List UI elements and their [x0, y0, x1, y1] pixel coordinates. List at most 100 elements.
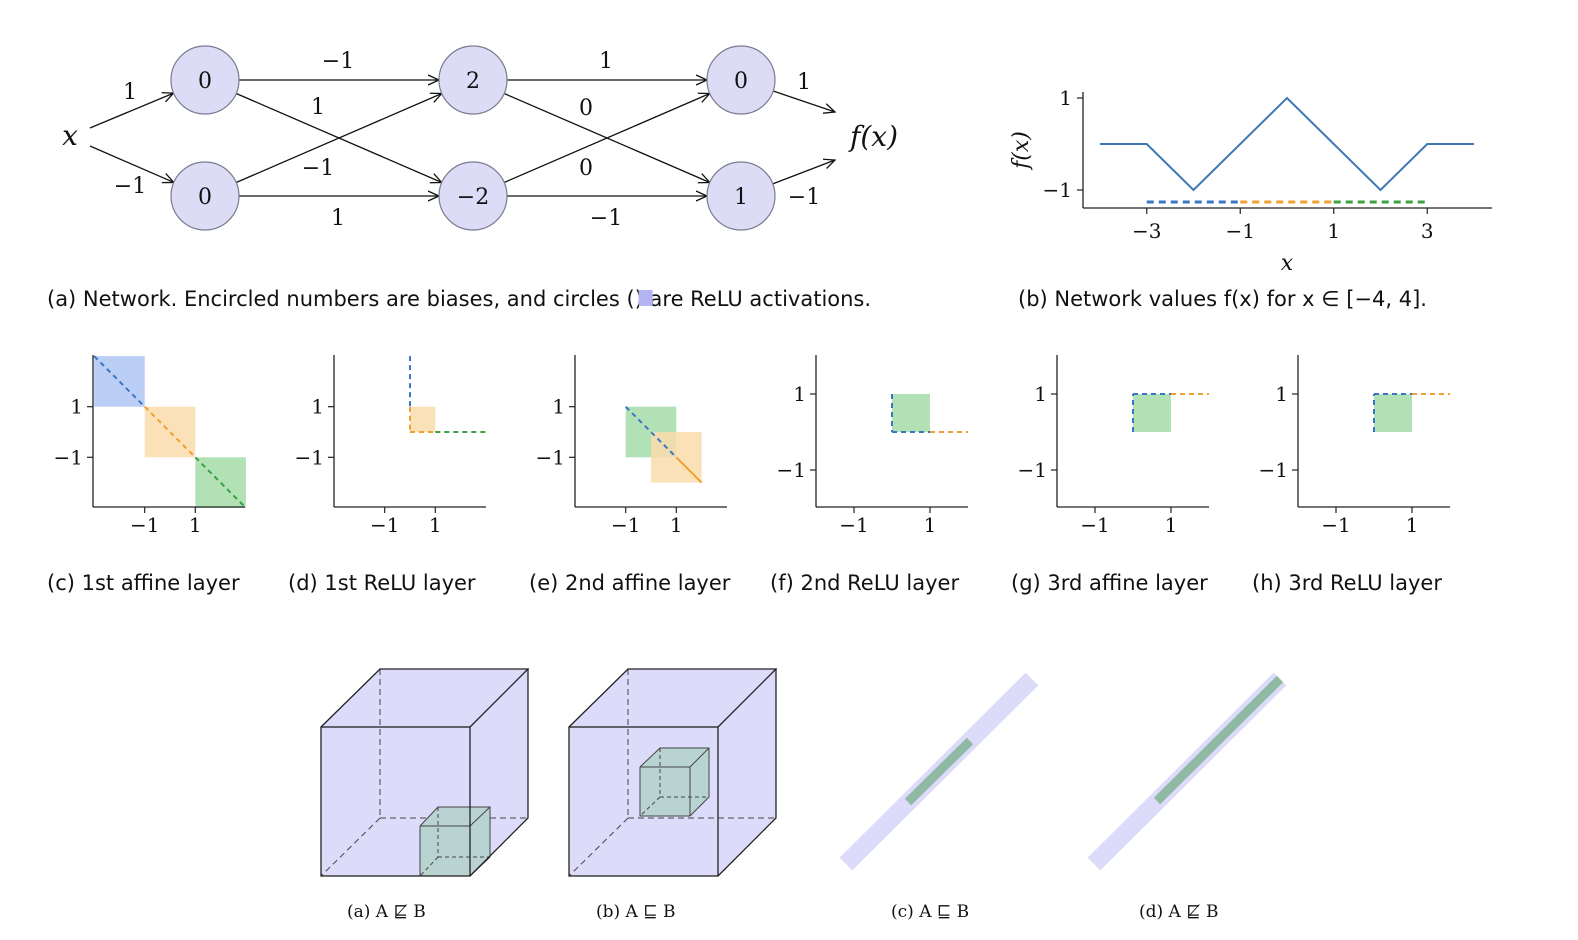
caption-bottom-b: (b) A ⊑ B — [596, 902, 676, 922]
layer-panels: 1 −1 −1 1 1 −1 −1 1 1 −1 −1 1 1 −1 −1 1 1 −1 −1 1 1 −1 −1 1 — [54, 355, 1450, 537]
panel-x-tick-label-1: 1 — [924, 513, 937, 537]
weight-label-n10-n21: 1 — [311, 95, 325, 120]
x-tick-label-0: −3 — [1132, 219, 1161, 243]
panel-x-tick-label-0: −1 — [611, 513, 640, 537]
panel-x-tick-label-1: 1 — [429, 513, 442, 537]
weight-label-x-n11: −1 — [114, 174, 146, 199]
weight-label-n21-n30: 0 — [579, 156, 593, 181]
weight-label-n20-n31: 0 — [579, 96, 593, 121]
edge-x-n10 — [89, 93, 174, 129]
cube-a — [320, 668, 530, 877]
relu-activation-swatch — [638, 290, 653, 306]
bias-label-n11: 0 — [198, 185, 212, 210]
line-d — [1087, 672, 1287, 871]
x-tick-label-2: 1 — [1327, 219, 1340, 243]
panel-x-tick-label-1: 1 — [1165, 513, 1178, 537]
input-label: x — [62, 119, 78, 152]
caption-b: (b) Network values f(x) for x ∈ [−4, 4]. — [1018, 287, 1427, 311]
bias-label-n31: 1 — [734, 185, 748, 210]
edge-n31-out — [772, 160, 835, 185]
bias-label-n20: 2 — [466, 69, 480, 94]
output-label: f(x) — [848, 120, 898, 153]
segment-orange-1 — [143, 405, 197, 459]
node-n11 — [170, 161, 240, 231]
cube-b — [568, 668, 778, 877]
containment-illustrations: (a) A ⋢ B (b) A ⊑ B (c) A ⊑ B (d) A ⋢ B — [320, 668, 1287, 922]
panel-x-tick-label-1: 1 — [670, 513, 683, 537]
caption-d: (d) 1st ReLU layer — [288, 571, 476, 595]
node-n31 — [706, 161, 776, 231]
bias-label-n10: 0 — [198, 69, 212, 94]
panel-e: 1 −1 −1 1 — [536, 355, 727, 537]
panel-y-tick-label-1: −1 — [1018, 458, 1047, 482]
panel-y-tick-label-0: 1 — [1034, 382, 1047, 406]
panel-f: 1 −1 −1 1 — [777, 355, 968, 537]
x-tick-label-1: −1 — [1226, 219, 1255, 243]
region-green-0 — [1133, 394, 1171, 432]
node-n10 — [170, 45, 240, 115]
y-tick-label-1: −1 — [1043, 178, 1072, 202]
panel-g: 1 −1 −1 1 — [1018, 355, 1209, 537]
weight-label-n31-out: −1 — [788, 185, 820, 210]
caption-bottom-a: (a) A ⋢ B — [347, 902, 426, 922]
region-green-0 — [1374, 394, 1412, 432]
segment-blue-0 — [624, 405, 678, 459]
weight-label-n10-n20: −1 — [322, 49, 354, 74]
segment-green-2 — [194, 456, 247, 509]
node-n30 — [706, 45, 776, 115]
segment-orange-1 — [675, 456, 703, 484]
panel-c: 1 −1 −1 1 — [54, 355, 247, 537]
panel-y-tick-label-0: 1 — [793, 382, 806, 406]
caption-a: (a) Network. Encircled numbers are biase… — [47, 287, 871, 311]
weight-label-n21-n31: −1 — [590, 206, 622, 231]
edge-n30-out — [772, 90, 835, 112]
panel-x-tick-label-1: 1 — [1406, 513, 1419, 537]
weight-label-n20-n30: 1 — [599, 49, 613, 74]
panel-x-tick-label-0: −1 — [839, 513, 868, 537]
edge-n21-n30 — [503, 94, 710, 184]
x-axis-label: x — [1281, 251, 1294, 276]
panel-x-tick-label-1: 1 — [189, 513, 202, 537]
panel-y-tick-label-0: 1 — [70, 395, 83, 419]
region-orange-0 — [410, 406, 436, 432]
caption-bottom-c: (c) A ⊑ B — [891, 902, 969, 922]
segment-blue-0 — [93, 355, 146, 408]
bias-label-n30: 0 — [734, 69, 748, 94]
panel-y-tick-label-1: −1 — [1259, 458, 1288, 482]
bias-label-n21: −2 — [457, 185, 489, 210]
panel-x-tick-label-0: −1 — [1080, 513, 1109, 537]
y-axis-label: f(x) — [1009, 131, 1034, 171]
panel-y-tick-label-1: −1 — [536, 445, 565, 469]
caption-bottom-d: (d) A ⋢ B — [1139, 902, 1219, 922]
y-tick-label-0: 1 — [1059, 86, 1072, 110]
panel-x-tick-label-0: −1 — [370, 513, 399, 537]
weight-label-x-n10: 1 — [123, 80, 137, 105]
weight-label-n30-out: 1 — [797, 70, 811, 95]
line-c — [839, 672, 1039, 871]
panel-x-tick-label-0: −1 — [1321, 513, 1350, 537]
panel-y-tick-label-1: −1 — [54, 445, 83, 469]
node-n21 — [438, 161, 508, 231]
caption-e: (e) 2nd affine layer — [529, 571, 731, 595]
caption-c: (c) 1st affine layer — [47, 571, 240, 595]
panel-y-tick-label-1: −1 — [295, 445, 324, 469]
panel-d: 1 −1 −1 1 — [295, 355, 486, 537]
weight-label-n11-n21: 1 — [331, 206, 345, 231]
edge-n11-n20 — [235, 94, 442, 184]
caption-h: (h) 3rd ReLU layer — [1252, 571, 1442, 595]
caption-f: (f) 2nd ReLU layer — [770, 571, 959, 595]
panel-y-tick-label-0: 1 — [1275, 382, 1288, 406]
fx-series-line — [1100, 96, 1474, 192]
panel-y-tick-label-0: 1 — [552, 395, 565, 419]
panel-x-tick-label-0: −1 — [130, 513, 159, 537]
node-n20 — [438, 45, 508, 115]
region-green-0 — [892, 394, 930, 432]
edge-x-n11 — [89, 145, 174, 182]
weight-label-n11-n20: −1 — [302, 156, 334, 181]
fx-plot: 1 −1 −3 −1 1 3 x f(x) — [1009, 86, 1492, 276]
panel-y-tick-label-1: −1 — [777, 458, 806, 482]
panel-y-tick-label-0: 1 — [311, 395, 324, 419]
x-tick-label-3: 3 — [1421, 219, 1434, 243]
